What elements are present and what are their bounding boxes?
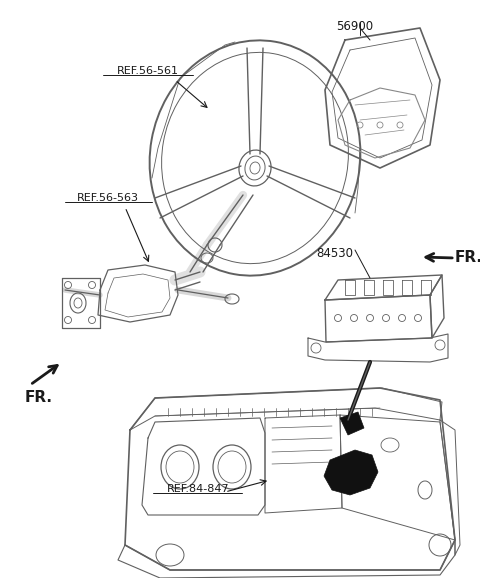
Text: FR.: FR. — [25, 390, 53, 405]
Text: 56900: 56900 — [336, 20, 373, 33]
Polygon shape — [324, 450, 378, 495]
Text: REF.84-847: REF.84-847 — [167, 484, 229, 494]
Text: REF.56-563: REF.56-563 — [77, 193, 139, 203]
Text: 84530: 84530 — [316, 247, 353, 260]
Text: REF.56-561: REF.56-561 — [117, 66, 179, 76]
Text: FR.: FR. — [455, 250, 480, 265]
Polygon shape — [340, 412, 364, 435]
